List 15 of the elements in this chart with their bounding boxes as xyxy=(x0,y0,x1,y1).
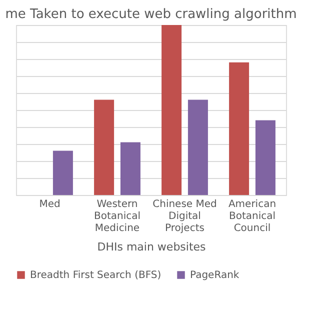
bar xyxy=(94,100,114,195)
chart-title: me Taken to execute web crawling algorithm xyxy=(5,7,297,22)
bar xyxy=(120,142,140,195)
legend-label: Breadth First Search (BFS) xyxy=(30,270,162,281)
x-tick-label: Western Botanical Medicine xyxy=(94,199,141,234)
bar xyxy=(229,62,250,195)
bar xyxy=(188,100,208,195)
x-tick-label: Med xyxy=(39,199,60,210)
bar xyxy=(52,150,73,195)
x-tick-label: American Botanical Council xyxy=(228,199,276,234)
legend-label: PageRank xyxy=(190,270,240,281)
bar xyxy=(162,25,182,195)
x-axis-title: DHIs main websites xyxy=(97,240,206,254)
x-tick-label: Chinese Med Digital Projects xyxy=(152,199,217,234)
bar xyxy=(255,120,276,195)
